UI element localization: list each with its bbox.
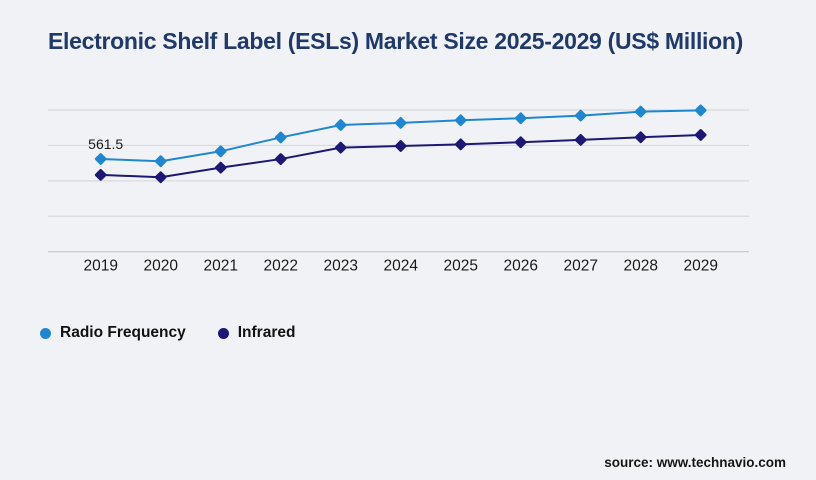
- x-axis-tick-label: 2024: [383, 258, 418, 275]
- x-axis-tick-label: 2027: [563, 258, 597, 275]
- data-point-marker-infrared: [394, 140, 407, 152]
- legend-marker-icon: [217, 327, 229, 339]
- data-point-marker-radio-frequency: [634, 105, 647, 118]
- data-point-marker-radio-frequency: [454, 114, 467, 127]
- data-point-marker-infrared: [94, 169, 107, 181]
- x-axis-tick-label: 2020: [143, 258, 178, 275]
- data-point-marker-infrared: [514, 136, 527, 149]
- data-point-marker-infrared: [454, 138, 467, 151]
- data-point-marker-radio-frequency: [274, 131, 287, 144]
- chart-legend: Radio Frequency Infrared: [40, 324, 295, 342]
- data-point-marker-radio-frequency: [154, 155, 167, 168]
- x-axis-tick-label: 2028: [623, 258, 657, 275]
- x-axis-tick-label: 2023: [323, 258, 357, 275]
- legend-item-infrared: Infrared: [217, 324, 296, 342]
- x-axis-tick-label: 2021: [203, 258, 237, 275]
- data-label: 561.5: [88, 136, 123, 152]
- data-point-marker-radio-frequency: [334, 119, 347, 131]
- data-point-marker-infrared: [154, 171, 167, 184]
- data-point-marker-radio-frequency: [694, 104, 707, 117]
- data-point-marker-infrared: [214, 161, 227, 174]
- x-axis-tick-label: 2025: [443, 258, 477, 275]
- x-axis-tick-label: 2019: [83, 258, 117, 275]
- x-axis-tick-label: 2029: [683, 258, 717, 275]
- legend-label: Radio Frequency: [60, 324, 186, 341]
- legend-label: Infrared: [237, 324, 296, 341]
- x-axis-tick-label: 2026: [503, 258, 537, 275]
- data-point-marker-infrared: [694, 129, 707, 141]
- data-point-marker-infrared: [574, 134, 587, 146]
- chart-title: Electronic Shelf Label (ESLs) Market Siz…: [48, 28, 744, 54]
- data-point-marker-infrared: [274, 153, 287, 165]
- legend-marker-icon: [40, 327, 51, 339]
- legend-item-radio-frequency: Radio Frequency: [40, 324, 186, 342]
- data-point-marker-infrared: [334, 141, 347, 154]
- data-point-marker-radio-frequency: [514, 112, 527, 125]
- data-point-marker-radio-frequency: [394, 116, 407, 129]
- data-point-marker-radio-frequency: [94, 153, 107, 165]
- data-point-marker-infrared: [634, 131, 647, 144]
- esl-market-size-line-chart: 2019 2020 2021 2022 2023 2024 2025 2026 2027 2028…: [48, 104, 749, 275]
- data-point-marker-radio-frequency: [574, 109, 587, 122]
- source-attribution: source: www.technavio.com: [604, 455, 786, 470]
- x-axis-tick-label: 2022: [263, 258, 297, 275]
- data-point-marker-radio-frequency: [214, 145, 227, 158]
